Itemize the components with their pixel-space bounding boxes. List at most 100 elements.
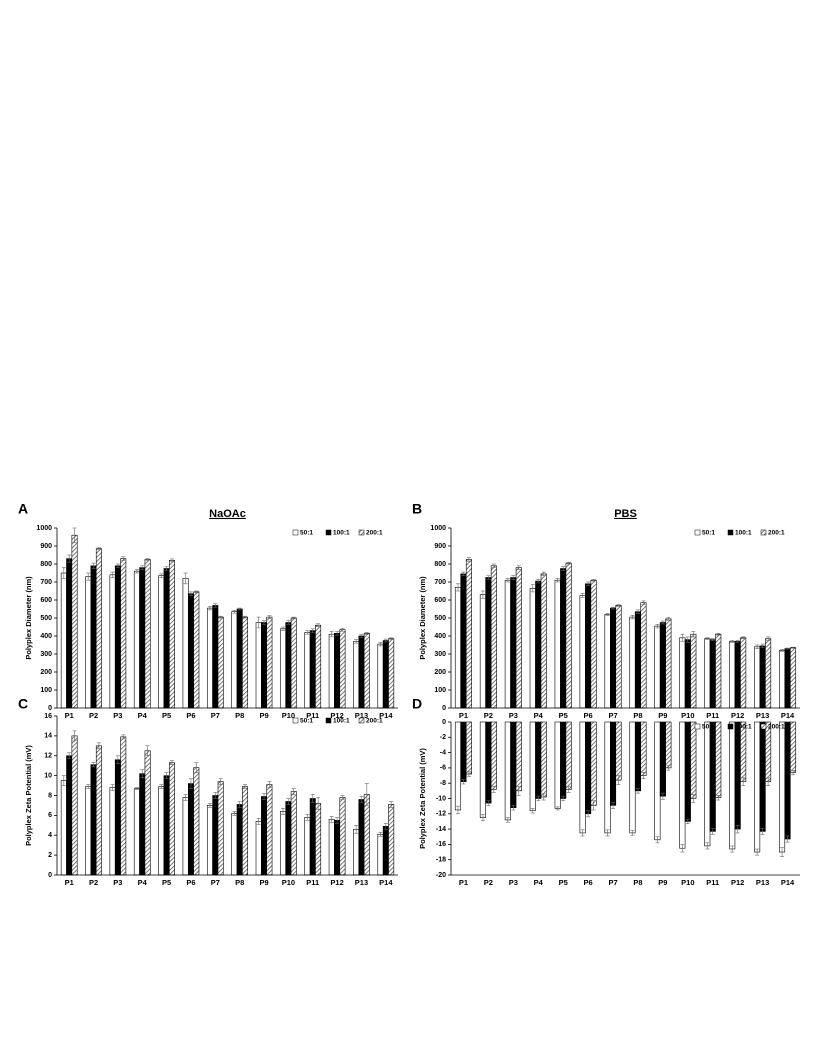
error-bar	[710, 638, 715, 641]
bar	[709, 721, 716, 832]
bar	[504, 579, 511, 709]
bar	[535, 580, 542, 709]
bar	[510, 721, 517, 808]
x-tick-label: P13	[355, 878, 368, 887]
bar	[255, 622, 262, 709]
x-tick-label: P9	[259, 711, 268, 720]
bar	[388, 638, 395, 709]
x-tick-label: P7	[608, 711, 617, 720]
bar	[158, 786, 165, 876]
error-bar	[378, 831, 383, 837]
bar	[280, 811, 287, 876]
error-bar	[760, 828, 765, 835]
error-bar	[486, 575, 491, 580]
bar	[388, 804, 395, 876]
legend-swatch	[727, 529, 734, 536]
error-bar	[730, 640, 735, 643]
error-bar	[680, 633, 685, 642]
error-bar	[705, 637, 710, 640]
x-tick-label: P6	[584, 711, 593, 720]
error-bar	[354, 639, 359, 644]
bar	[309, 630, 316, 709]
error-bar	[291, 616, 296, 620]
bar	[659, 721, 666, 797]
bar	[315, 624, 322, 709]
bar	[765, 638, 772, 709]
legend-label: 50:1	[702, 724, 715, 731]
error-bar	[213, 792, 218, 799]
bar	[654, 625, 661, 709]
error-bar	[364, 783, 369, 806]
bar	[163, 775, 170, 876]
error-bar	[561, 795, 566, 802]
error-bar	[86, 784, 91, 789]
error-bar	[616, 775, 621, 786]
bar	[120, 736, 127, 876]
bar	[460, 573, 467, 709]
bar	[363, 794, 370, 876]
error-bar	[169, 558, 174, 563]
x-tick-label: P4	[534, 711, 544, 720]
bar	[615, 721, 622, 781]
x-tick-label: P3	[509, 878, 518, 887]
error-bar	[61, 775, 66, 786]
y-tick-label: -8	[440, 780, 446, 787]
error-bar	[455, 805, 460, 815]
bar	[504, 721, 511, 821]
bar	[740, 721, 747, 782]
error-bar	[480, 814, 485, 821]
bar	[560, 721, 567, 799]
error-bar	[164, 566, 169, 571]
bar	[266, 784, 273, 876]
error-bar	[267, 615, 272, 619]
bar	[304, 817, 311, 876]
bar	[217, 616, 224, 709]
error-bar	[335, 631, 340, 636]
bar	[665, 618, 672, 709]
bar	[590, 721, 597, 806]
y-tick-label: -12	[436, 811, 446, 818]
bar	[187, 783, 194, 876]
error-bar	[691, 794, 696, 803]
error-bar	[611, 802, 616, 809]
x-tick-label: P14	[379, 878, 393, 887]
error-bar	[305, 814, 310, 821]
bar	[629, 721, 636, 834]
bar	[358, 799, 365, 876]
x-tick-label: P6	[186, 878, 195, 887]
y-tick-label: 12	[44, 753, 52, 760]
error-bar	[455, 583, 460, 592]
bar	[510, 577, 517, 709]
error-bar	[566, 785, 571, 793]
error-bar	[378, 641, 383, 647]
legend-label: 50:1	[300, 718, 313, 725]
legend-label: 100:1	[333, 530, 350, 537]
x-tick-label: P1	[459, 711, 468, 720]
bar	[709, 639, 716, 709]
x-tick-label: P2	[89, 711, 98, 720]
x-tick-label: P11	[306, 711, 319, 720]
bar	[634, 611, 642, 709]
error-bar	[207, 803, 212, 808]
error-bar	[281, 808, 286, 815]
y-tick-label: -20	[436, 872, 446, 879]
error-bar	[96, 547, 101, 550]
bar	[353, 828, 360, 876]
bar	[704, 721, 711, 847]
y-tick-label: 14	[44, 733, 52, 740]
bar	[454, 587, 462, 709]
bar	[242, 786, 249, 876]
error-bar	[666, 617, 671, 621]
error-bar	[305, 630, 310, 635]
bar	[765, 721, 772, 782]
y-tick-label: 800	[40, 561, 52, 568]
bar	[377, 643, 384, 709]
x-tick-label: P2	[89, 878, 98, 887]
error-bar	[536, 795, 541, 802]
error-bar	[262, 793, 267, 800]
error-bar	[660, 792, 665, 800]
error-bar	[145, 745, 150, 757]
x-tick-label: P5	[162, 878, 171, 887]
bar	[529, 587, 536, 709]
legend-label: 50:1	[702, 530, 715, 537]
